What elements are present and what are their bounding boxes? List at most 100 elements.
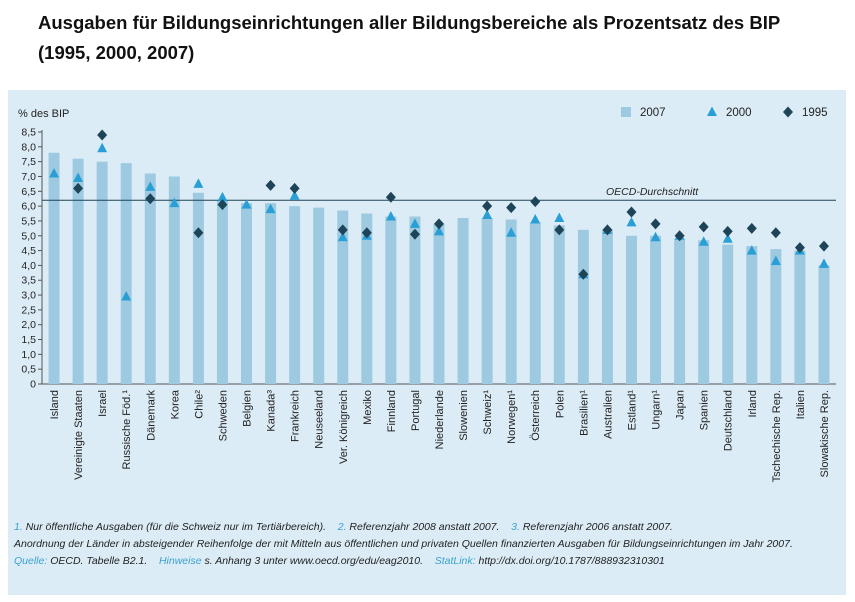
marker-1995	[746, 222, 757, 234]
marker-2000	[482, 209, 493, 220]
bar-2007	[818, 265, 830, 384]
y-tick-label: 8,5	[21, 127, 36, 139]
legend-label-1995: 1995	[802, 107, 828, 119]
category-label: Norwegen¹	[506, 390, 518, 444]
category-label: Polen	[554, 390, 566, 418]
marker-1995	[361, 227, 372, 239]
marker-1995	[770, 227, 781, 239]
chart-title: Ausgaben für Bildungseinrichtungen aller…	[38, 8, 838, 68]
y-tick-label: 5,0	[21, 230, 36, 242]
category-label: Spanien	[699, 390, 711, 430]
y-tick-label: 2,5	[21, 304, 36, 316]
marker-1995	[578, 268, 589, 280]
marker-1995	[722, 225, 733, 237]
marker-1995	[385, 191, 396, 203]
category-label: Kanada³	[266, 390, 278, 432]
category-label: Estland¹	[626, 390, 638, 431]
footnotes: 1. Nur öffentliche Ausgaben (für die Sch…	[14, 519, 836, 570]
bar-2007	[72, 158, 84, 384]
marker-2000	[73, 172, 84, 182]
marker-1995	[626, 206, 637, 218]
bar-2007	[241, 203, 253, 384]
marker-2000	[746, 245, 757, 255]
bar-2007	[674, 238, 686, 384]
statlink-url[interactable]: http://dx.doi.org/10.1787/888932310301	[478, 555, 665, 567]
marker-2000	[770, 255, 781, 265]
y-tick-label: 6,0	[21, 201, 36, 213]
footnote-1-number: 1.	[14, 521, 23, 533]
marker-2000	[818, 258, 829, 268]
marker-2000	[385, 210, 396, 221]
marker-2000	[97, 142, 108, 153]
y-tick-label: 1,5	[21, 334, 36, 346]
marker-2000	[698, 236, 709, 246]
y-tick-label: 8,0	[21, 141, 36, 153]
category-label: Tschechische Rep.	[771, 390, 783, 482]
marker-1995	[674, 230, 685, 242]
bar-2007	[746, 246, 758, 384]
category-label: Belgien	[242, 390, 254, 427]
category-label: Ungarn¹	[651, 390, 663, 430]
footnote-3-number: 3.	[511, 521, 520, 533]
hint-label: Hinweise	[158, 555, 202, 567]
marker-1995	[265, 179, 276, 191]
marker-2000	[265, 203, 276, 214]
bar-2007	[698, 240, 710, 384]
marker-1995	[698, 221, 709, 233]
marker-1995	[506, 202, 517, 214]
bar-2007	[96, 161, 108, 384]
bar-2007	[433, 223, 445, 384]
category-label: Russische Föd.¹	[121, 390, 133, 470]
y-tick-label: 6,5	[21, 186, 36, 198]
title-line-1: Ausgaben für Bildungseinrichtungen aller…	[38, 12, 781, 33]
y-axis-label: % des BIP	[18, 108, 69, 120]
bar-2007	[385, 216, 397, 384]
category-label: Frankreich	[290, 390, 302, 442]
y-tick-label: 5,5	[21, 215, 36, 227]
marker-1995	[602, 224, 613, 236]
category-label: Irland	[747, 390, 759, 418]
bar-2007	[601, 229, 613, 384]
marker-1995	[73, 182, 84, 194]
bar-chart: % des BIP 0 0,5 1,0 1,5 2,0 2,5 3,0 3,5 4,0 4,5 5,0…	[18, 106, 836, 482]
legend-label-2007: 2007	[640, 107, 666, 119]
bar-2007	[216, 200, 228, 384]
marker-1995	[434, 218, 444, 230]
title-line-2: (1995, 2000, 2007)	[38, 42, 195, 63]
footnote-2-text: Referenzjahr 2008 anstatt 2007.	[349, 521, 500, 533]
bar-2007	[48, 152, 60, 384]
legend: 2007 2000 1995	[621, 106, 828, 119]
order-note: Anordnung der Länder in absteigender Rei…	[14, 538, 793, 550]
bar-2007	[120, 163, 132, 384]
category-label: Chile²	[193, 390, 205, 419]
marker-1995	[145, 193, 156, 205]
marker-1995	[193, 227, 204, 239]
marker-2000	[217, 191, 228, 202]
bar-2007	[289, 206, 301, 384]
statlink-label: StatLink:	[434, 555, 476, 567]
legend-swatch-1995	[783, 106, 793, 118]
y-tick-label: 1,0	[21, 349, 36, 361]
bar-2007	[770, 249, 782, 384]
footnote-1-text: Nur öffentliche Ausgaben (für die Schwei…	[25, 521, 327, 533]
category-label: Slowakische Rep.	[819, 390, 831, 477]
marker-2000	[506, 227, 517, 237]
y-tick-label: 4,5	[21, 245, 36, 257]
category-label: Dänemark	[145, 390, 157, 441]
source-line: Quelle: OECD. Tabelle B2.1. Hinweise s. …	[14, 553, 836, 570]
marker-1995	[818, 240, 829, 252]
marker-2000	[722, 233, 733, 243]
category-label: Niederlande	[434, 390, 446, 449]
marker-2000	[434, 225, 444, 236]
footnote-3-text: Referenzjahr 2006 anstatt 2007.	[522, 521, 673, 533]
marker-2000	[289, 190, 300, 200]
hint-text: s. Anhang 3 unter www.oecd.org/edu/eag20…	[204, 555, 424, 567]
marker-2000	[193, 178, 204, 188]
y-tick-label: 7,5	[21, 156, 36, 168]
marker-1995	[530, 196, 541, 208]
category-label: Australien	[602, 390, 614, 439]
marker-2000	[169, 197, 180, 208]
source-text: OECD. Tabelle B2.1.	[50, 555, 148, 567]
bar-2007	[577, 229, 589, 384]
chart-panel: % des BIP 0 0,5 1,0 1,5 2,0 2,5 3,0 3,5 4,0 4,5 5,0…	[8, 90, 846, 595]
